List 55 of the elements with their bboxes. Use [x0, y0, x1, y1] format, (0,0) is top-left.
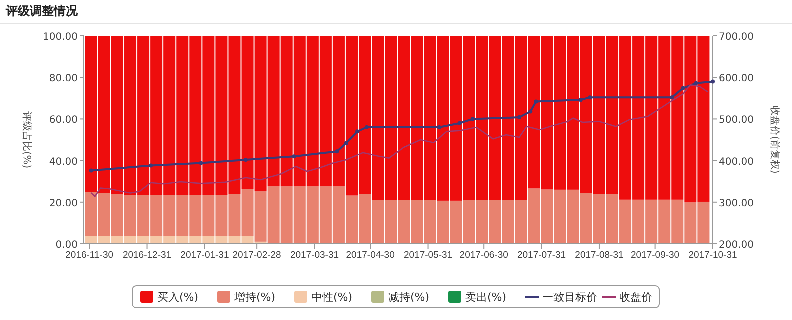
chart-title: 评级调整情况 [5, 4, 79, 18]
point [335, 150, 340, 154]
point [458, 121, 462, 126]
point [670, 96, 674, 100]
x-tick-label: 2017-08-31 [575, 250, 624, 261]
x-tick-label: 2017-05-31 [404, 250, 453, 261]
point [711, 80, 715, 84]
x-tick-label: 2017-07-31 [517, 250, 566, 261]
point [244, 158, 248, 162]
point [534, 100, 538, 104]
point [148, 164, 153, 168]
x-tick-label: 2017-10-31 [688, 250, 738, 261]
x-tick-label: 2017-06-30 [460, 250, 508, 261]
x-tick-label: 2016-12-31 [122, 250, 172, 261]
legend-label: 中性(%) [312, 291, 353, 304]
point [344, 141, 348, 146]
legend-label: 买入(%) [158, 291, 199, 304]
x-tick-label: 2017-03-31 [290, 250, 340, 261]
point [199, 161, 204, 166]
point [588, 96, 592, 100]
point [292, 154, 296, 159]
y2-tick-label: 300.00 [719, 198, 754, 210]
y-tick-label: 80.00 [49, 74, 78, 85]
y-tick-label: 60.00 [49, 115, 78, 126]
y-axis-title: 评级占比(%) [21, 111, 33, 169]
point [694, 81, 698, 86]
y2-tick-label: 600.00 [719, 74, 754, 85]
legend-label: 增持(%) [234, 291, 276, 304]
point [517, 116, 522, 120]
point [356, 130, 360, 134]
x-tick-label: 2017-02-28 [232, 250, 282, 261]
point [681, 86, 686, 90]
x-tick-label: 2017-04-30 [346, 250, 395, 261]
legend-label: 卖出(%) [466, 291, 507, 304]
legend-label: 减持(%) [388, 291, 430, 304]
y-tick-label: 100.00 [43, 32, 78, 43]
point [437, 126, 442, 130]
y2-tick-label: 400.00 [719, 156, 754, 168]
y2-axis-title: 收盘价(前复权) [769, 106, 781, 174]
legend-label: 收盘价 [620, 291, 652, 304]
x-tick-label: 2016-11-30 [66, 250, 114, 261]
legend-label: 一致目标价 [542, 291, 598, 304]
x-tick-label: 2017-09-30 [631, 250, 680, 261]
point [89, 168, 94, 173]
y2-tick-label: 200.00 [719, 240, 754, 251]
y-tick-label: 0.00 [56, 240, 78, 251]
x-tick-label: 2017-01-31 [180, 250, 230, 261]
point [578, 98, 583, 102]
y2-tick-label: 500.00 [719, 115, 754, 126]
point [528, 110, 533, 114]
y-tick-label: 40.00 [49, 156, 78, 168]
y-tick-label: 20.00 [49, 198, 78, 210]
point [364, 126, 369, 130]
y2-tick-label: 700.00 [719, 32, 754, 43]
point [470, 117, 475, 122]
